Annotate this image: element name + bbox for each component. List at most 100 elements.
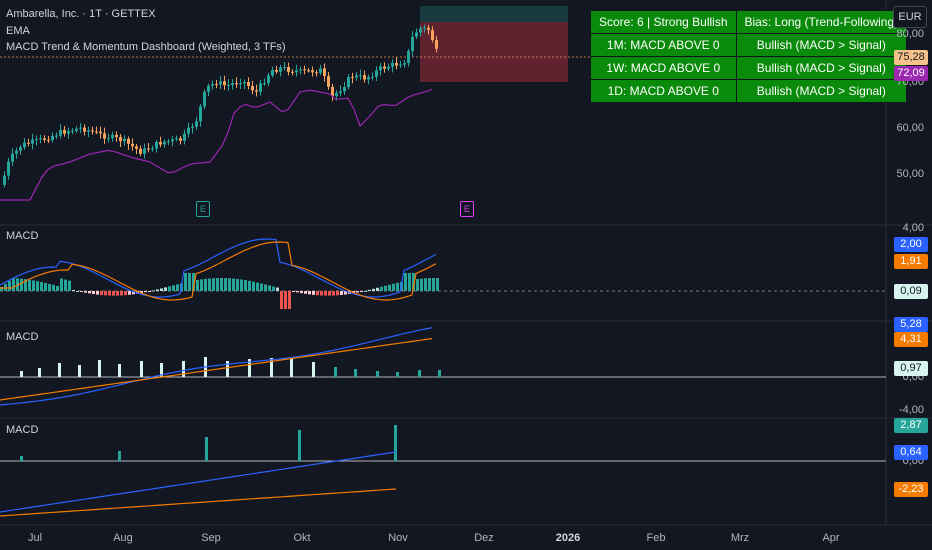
histogram-bar [312, 291, 315, 295]
macd1-hist-tag[interactable]: 0,09 [894, 284, 928, 299]
candle-body [115, 134, 118, 138]
ema-price-tag[interactable]: 72,09 [894, 66, 928, 81]
histogram-bar [56, 285, 59, 291]
histogram-bar [168, 286, 171, 291]
histogram-bar [38, 368, 41, 377]
histogram-bar [208, 278, 211, 291]
price-axis-label: 60,00 [896, 122, 924, 134]
candle-body [95, 131, 98, 133]
position-stop-zone[interactable] [420, 22, 568, 82]
dashboard-legend[interactable]: MACD Trend & Momentum Dashboard (Weighte… [6, 41, 286, 53]
earnings-marker[interactable]: E [460, 201, 474, 217]
histogram-bar [388, 284, 391, 291]
histogram-bar [332, 291, 335, 296]
price-axis-label: 80,00 [896, 28, 924, 40]
candle-body [79, 127, 82, 129]
macd1-title[interactable]: MACD [6, 230, 39, 242]
candle-body [355, 75, 358, 78]
macd1-value-tag[interactable]: 2,00 [894, 237, 928, 252]
histogram-bar [20, 456, 23, 461]
histogram-bar [396, 282, 399, 291]
macd3-signal-tag[interactable]: -2,23 [894, 482, 928, 497]
macd3-macd-line [0, 451, 397, 513]
histogram-bar [164, 287, 167, 291]
histogram-bar [320, 291, 323, 296]
candle-body [163, 141, 166, 145]
histogram-bar [40, 282, 43, 291]
histogram-bar [428, 278, 431, 291]
histogram-bar [340, 291, 343, 295]
histogram-bar [304, 291, 307, 294]
candle-body [63, 129, 66, 134]
histogram-bar [240, 279, 243, 291]
candle-body [187, 127, 190, 134]
histogram-bar [312, 362, 315, 377]
candle-body [19, 147, 22, 151]
macd3-value-tag[interactable]: 0,64 [894, 445, 928, 460]
histogram-bar [276, 287, 279, 291]
histogram-bar [354, 369, 357, 377]
histogram-bar [68, 280, 71, 291]
histogram-bar [232, 278, 235, 291]
histogram-bar [344, 291, 347, 295]
position-target-zone[interactable] [420, 6, 568, 22]
histogram-bar [436, 277, 439, 291]
candle-body [71, 130, 74, 132]
earnings-marker[interactable]: E [196, 201, 210, 217]
ema-legend[interactable]: EMA [6, 25, 30, 37]
dashboard-row: 1D: MACD ABOVE 0 Bullish (MACD > Signal) [591, 80, 907, 102]
candle-body [251, 85, 254, 91]
time-axis-label: Jul [27, 532, 43, 544]
last-price-tag[interactable]: 75,28 [894, 50, 928, 65]
histogram-bar [32, 280, 35, 291]
histogram-bar [78, 365, 81, 377]
histogram-bar [98, 360, 101, 377]
histogram-bar [124, 291, 127, 296]
histogram-bar [412, 273, 415, 291]
histogram-bar [264, 284, 267, 291]
histogram-bar [224, 278, 227, 291]
time-axis-label: Mrz [730, 532, 750, 544]
histogram-bar [120, 291, 123, 296]
histogram-bar [100, 291, 103, 296]
candle-body [407, 51, 410, 64]
candle-body [331, 86, 334, 97]
candle-body [351, 77, 354, 79]
histogram-bar [284, 291, 287, 309]
macd3-hist-tag[interactable]: 2,87 [894, 418, 928, 433]
histogram-bar [160, 363, 163, 377]
histogram-bar [118, 451, 121, 461]
histogram-bar [192, 273, 195, 291]
macd1-signal-tag[interactable]: 1,91 [894, 254, 928, 269]
histogram-bar [182, 361, 185, 377]
histogram-bar [256, 282, 259, 291]
histogram-bar [328, 291, 331, 296]
histogram-bar [76, 290, 79, 292]
histogram-bar [408, 273, 411, 291]
candle-body [327, 76, 330, 87]
macd2-value-tag[interactable]: 5,28 [894, 317, 928, 332]
candle-body [215, 84, 218, 86]
macd2-hist-tag[interactable]: 0,97 [894, 361, 928, 376]
candle-body [51, 135, 54, 141]
price-axis-label: -4,00 [898, 404, 924, 416]
candle-body [195, 121, 198, 127]
histogram-bar [24, 279, 27, 291]
candle-body [359, 75, 362, 77]
macd2-signal-tag[interactable]: 4,31 [894, 332, 928, 347]
time-axis-label: Nov [388, 532, 408, 544]
candle-body [299, 69, 302, 71]
macd3-title[interactable]: MACD [6, 424, 39, 436]
candle-body [171, 139, 174, 142]
currency-button[interactable]: EUR [893, 6, 927, 28]
histogram-bar [308, 291, 311, 295]
candle-body [431, 30, 434, 40]
price-axis-label: 50,00 [896, 168, 924, 180]
candle-body [39, 138, 42, 140]
symbol-title[interactable]: Ambarella, Inc. · 1T · GETTEX [6, 8, 156, 20]
histogram-bar [290, 359, 293, 377]
histogram-bar [196, 280, 199, 291]
time-axis-label: 2026 [555, 532, 581, 544]
macd2-title[interactable]: MACD [6, 331, 39, 343]
